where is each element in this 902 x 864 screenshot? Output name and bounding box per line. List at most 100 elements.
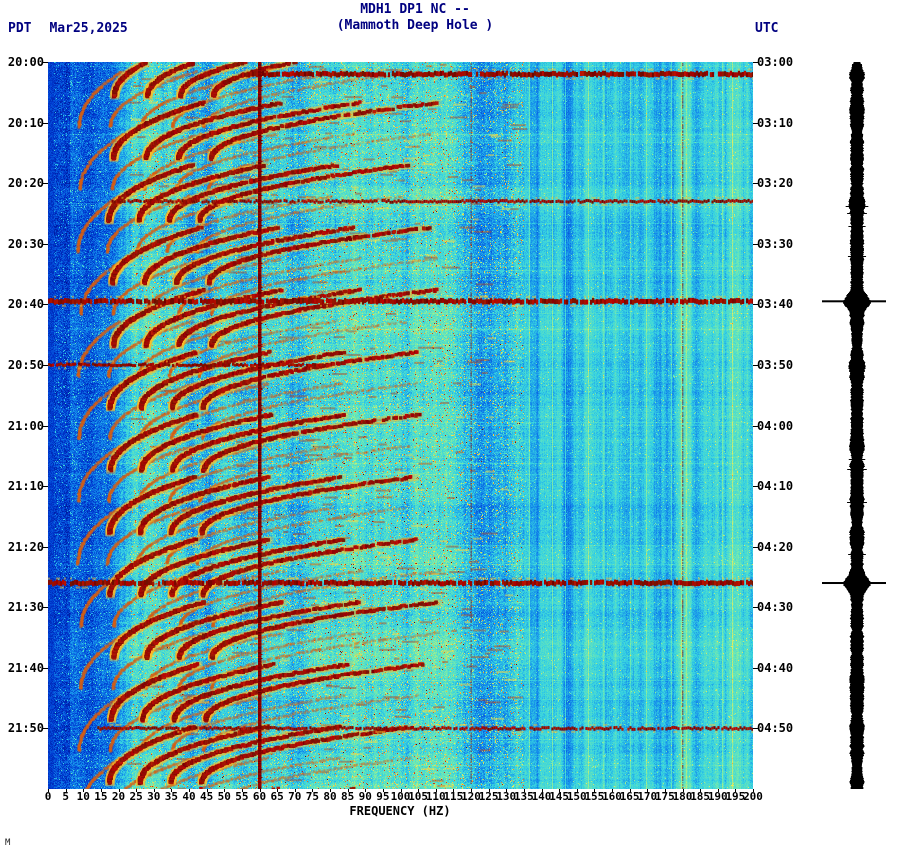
x-tick-label: 65: [270, 790, 284, 803]
x-tick-label: 20: [111, 790, 126, 803]
x-tick-label: 70: [288, 790, 302, 803]
x-tick-label: 40: [182, 790, 196, 803]
right-time-label: 03:50: [757, 357, 794, 372]
x-axis-tick: [241, 789, 243, 792]
x-axis-tick: [541, 789, 543, 792]
x-axis-tick: [365, 789, 367, 792]
x-tick-label: 130: [496, 790, 517, 803]
x-axis-tick: [629, 789, 631, 792]
left-time-label: 21:20: [7, 539, 44, 554]
timezone-right-label: UTC: [755, 21, 779, 36]
x-tick-label: 5: [62, 790, 69, 803]
x-axis-tick: [330, 789, 331, 792]
x-axis-tick: [118, 789, 120, 792]
date-label: Mar25,2025: [49, 21, 128, 36]
x-axis-tick: [100, 789, 102, 792]
right-axis-tick: [753, 486, 759, 488]
x-tick-label: 50: [217, 790, 231, 803]
x-tick-label: 135: [513, 790, 534, 803]
x-tick-label: 120: [461, 790, 481, 803]
x-axis-tick: [206, 789, 208, 792]
right-axis-tick: [753, 122, 759, 124]
x-axis-tick: [523, 789, 525, 792]
x-tick-label: 160: [602, 790, 622, 803]
x-tick-label: 10: [76, 790, 90, 803]
left-time-label: 21:10: [7, 479, 44, 494]
right-axis-tick: [753, 607, 759, 609]
x-tick-label: 190: [707, 790, 728, 803]
x-tick-label: 150: [566, 790, 587, 803]
x-axis-tick: [48, 789, 49, 792]
x-tick-label: 30: [147, 790, 161, 803]
x-tick-label: 95: [376, 790, 390, 803]
right-axis-tick: [753, 243, 759, 245]
left-time-label: 20:50: [7, 357, 44, 372]
x-tick-label: 170: [637, 790, 658, 803]
x-axis-tick: [435, 789, 437, 792]
x-axis-tick: [65, 789, 67, 792]
left-time-label: 20:20: [7, 176, 44, 191]
x-axis-tick: [682, 789, 684, 792]
corner-mark: M: [5, 838, 11, 848]
left-time-label: 20:00: [7, 55, 44, 69]
x-axis-tick: [594, 789, 596, 792]
x-tick-label: 200: [743, 790, 763, 803]
x-axis-tick: [647, 789, 649, 792]
left-time-label: 20:30: [7, 236, 44, 251]
left-time-label: 21:00: [7, 418, 44, 433]
x-axis-tick: [294, 789, 296, 792]
x-tick-label: 60: [252, 790, 267, 803]
right-time-label: 04:10: [757, 479, 794, 494]
x-tick-label: 80: [323, 790, 337, 803]
x-tick-label: 105: [408, 790, 429, 803]
x-tick-label: 100: [390, 790, 411, 803]
x-tick-label: 140: [531, 790, 552, 803]
right-time-label: 04:20: [757, 539, 794, 554]
x-tick-label: 110: [425, 790, 446, 803]
x-tick-label: 15: [94, 790, 108, 803]
frequency-axis-title: FREQUENCY (HZ): [349, 804, 451, 818]
x-axis-tick: [735, 789, 737, 792]
x-tick-label: 55: [235, 790, 249, 803]
x-tick-label: 85: [341, 790, 355, 803]
left-time-label: 20:10: [7, 115, 44, 130]
right-axis-tick: [753, 62, 759, 63]
x-axis-tick: [576, 789, 578, 792]
right-time-label: 03:00: [757, 55, 794, 69]
x-axis-tick: [153, 789, 155, 792]
x-axis-tick: [700, 789, 702, 792]
timezone-left-label: PDT: [8, 21, 32, 36]
spectrogram-canvas: [48, 62, 753, 789]
x-axis-tick: [382, 789, 384, 792]
x-tick-label: 195: [725, 790, 746, 803]
header-left: PDT Mar25,2025: [8, 21, 128, 36]
right-time-label: 03:30: [757, 236, 794, 251]
station-subtitle: (Mammoth Deep Hole ): [336, 18, 494, 33]
x-tick-label: 90: [358, 790, 372, 803]
right-time-label: 03:10: [757, 115, 794, 130]
left-time-label: 21:50: [7, 721, 44, 736]
x-tick-label: 35: [164, 790, 178, 803]
amplitude-strip-canvas: [820, 62, 890, 789]
x-tick-label: 45: [200, 790, 214, 803]
x-axis-tick: [488, 789, 490, 792]
x-tick-label: 175: [654, 790, 675, 803]
x-axis-tick: [277, 789, 279, 792]
right-axis-tick: [753, 304, 759, 306]
x-axis-tick: [224, 789, 226, 792]
right-axis-tick: [753, 728, 759, 730]
station-title: MDH1 DP1 NC --: [360, 2, 470, 17]
x-axis-tick: [717, 789, 719, 792]
right-axis-tick: [753, 546, 759, 548]
right-time-label: 04:50: [757, 721, 794, 736]
x-axis-tick: [312, 789, 314, 792]
x-tick-label: 165: [619, 790, 640, 803]
right-axis-tick: [753, 364, 759, 366]
x-axis-tick: [664, 789, 666, 792]
x-tick-label: 25: [129, 790, 143, 803]
x-axis-tick: [453, 789, 455, 792]
x-axis-tick: [400, 789, 402, 792]
left-time-label: 20:40: [7, 297, 44, 312]
right-time-label: 03:40: [757, 297, 794, 312]
header-title-block: MDH1 DP1 NC -- (Mammoth Deep Hole ): [0, 2, 830, 34]
